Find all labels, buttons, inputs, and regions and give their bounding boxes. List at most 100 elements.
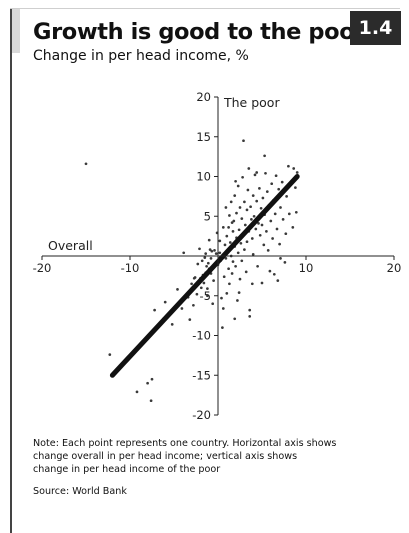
data-point xyxy=(208,248,212,251)
data-point xyxy=(248,315,252,318)
data-point xyxy=(170,323,174,326)
y-tick-label: 10 xyxy=(196,170,211,184)
data-point xyxy=(224,206,228,209)
data-point xyxy=(281,218,285,221)
axis-ticks: -20 -10 10 20 -20 -15 -10 -5 5 10 15 20 xyxy=(33,90,402,422)
data-point xyxy=(255,171,259,174)
data-point xyxy=(190,282,193,286)
data-point xyxy=(251,194,255,197)
data-point xyxy=(206,261,210,265)
data-point xyxy=(236,299,239,302)
data-point xyxy=(229,200,233,204)
data-point xyxy=(176,288,179,291)
data-point xyxy=(150,377,154,381)
data-point xyxy=(153,308,156,312)
x-axis-label: Overall xyxy=(48,238,93,253)
data-point xyxy=(233,317,237,321)
data-point xyxy=(146,381,149,385)
data-point xyxy=(243,200,246,204)
data-point xyxy=(235,211,238,215)
data-point xyxy=(254,227,258,231)
data-point xyxy=(234,264,237,268)
data-point xyxy=(195,292,199,296)
data-point xyxy=(259,206,263,210)
data-point xyxy=(246,188,250,192)
data-point xyxy=(247,167,251,170)
data-point xyxy=(257,222,260,225)
data-point xyxy=(220,296,223,300)
data-point xyxy=(228,282,231,286)
data-point xyxy=(211,302,215,306)
data-point xyxy=(255,199,259,203)
data-point xyxy=(252,214,256,218)
data-point xyxy=(249,205,252,209)
data-point xyxy=(221,226,225,229)
data-point xyxy=(241,175,244,179)
data-point xyxy=(227,226,230,229)
data-point xyxy=(242,139,245,143)
chart-source: Source: World Bank xyxy=(33,486,127,497)
data-point xyxy=(199,286,203,290)
data-point xyxy=(214,252,218,255)
data-point xyxy=(188,318,192,321)
data-point xyxy=(222,275,226,279)
data-point xyxy=(108,353,112,356)
data-point xyxy=(218,251,222,255)
y-tick-label: 15 xyxy=(196,130,211,144)
trend-line xyxy=(109,174,300,378)
data-point xyxy=(149,399,153,403)
data-point xyxy=(233,194,237,197)
data-point xyxy=(193,276,197,279)
data-point xyxy=(243,248,246,251)
data-point xyxy=(239,241,243,245)
data-point xyxy=(279,257,282,260)
data-point xyxy=(265,230,268,233)
data-point xyxy=(240,259,244,263)
data-point xyxy=(256,264,259,268)
data-point xyxy=(270,182,274,186)
note-line: Note: Each point represents one country.… xyxy=(33,438,337,449)
data-point xyxy=(253,173,257,177)
data-point xyxy=(231,260,235,263)
data-point xyxy=(232,219,236,223)
data-point xyxy=(266,249,270,252)
data-point xyxy=(238,277,242,281)
data-point xyxy=(275,227,279,231)
data-point xyxy=(200,259,204,263)
data-point xyxy=(228,214,231,217)
x-tick-label: 10 xyxy=(299,261,314,275)
note-line: change in per head income of the poor xyxy=(33,464,221,475)
data-point xyxy=(272,272,276,276)
data-point xyxy=(230,272,234,275)
data-point xyxy=(206,287,209,290)
data-point xyxy=(231,230,235,233)
data-point xyxy=(277,187,281,191)
panel-left-rule xyxy=(10,8,12,533)
data-point xyxy=(204,252,208,255)
data-point xyxy=(276,279,280,282)
y-tick-label: 5 xyxy=(204,209,211,223)
data-point xyxy=(294,186,297,189)
data-point xyxy=(279,206,282,209)
data-point xyxy=(287,212,291,216)
data-point xyxy=(258,187,261,190)
data-point xyxy=(218,239,222,243)
data-point xyxy=(224,257,228,260)
x-tick-label: -10 xyxy=(121,261,140,275)
data-point xyxy=(248,308,252,312)
points-layer xyxy=(84,139,299,403)
data-point xyxy=(221,307,225,310)
data-point xyxy=(192,303,195,307)
data-point xyxy=(221,326,224,329)
data-point xyxy=(280,180,284,184)
data-point xyxy=(223,243,227,247)
data-point xyxy=(251,253,255,256)
data-point xyxy=(250,282,254,286)
x-tick-label: -20 xyxy=(33,261,52,275)
data-point xyxy=(258,233,262,237)
data-point xyxy=(206,294,209,298)
data-point xyxy=(269,219,273,223)
x-tick-label: 20 xyxy=(387,261,402,275)
data-point xyxy=(135,390,139,394)
title-accent-bar xyxy=(12,9,20,53)
